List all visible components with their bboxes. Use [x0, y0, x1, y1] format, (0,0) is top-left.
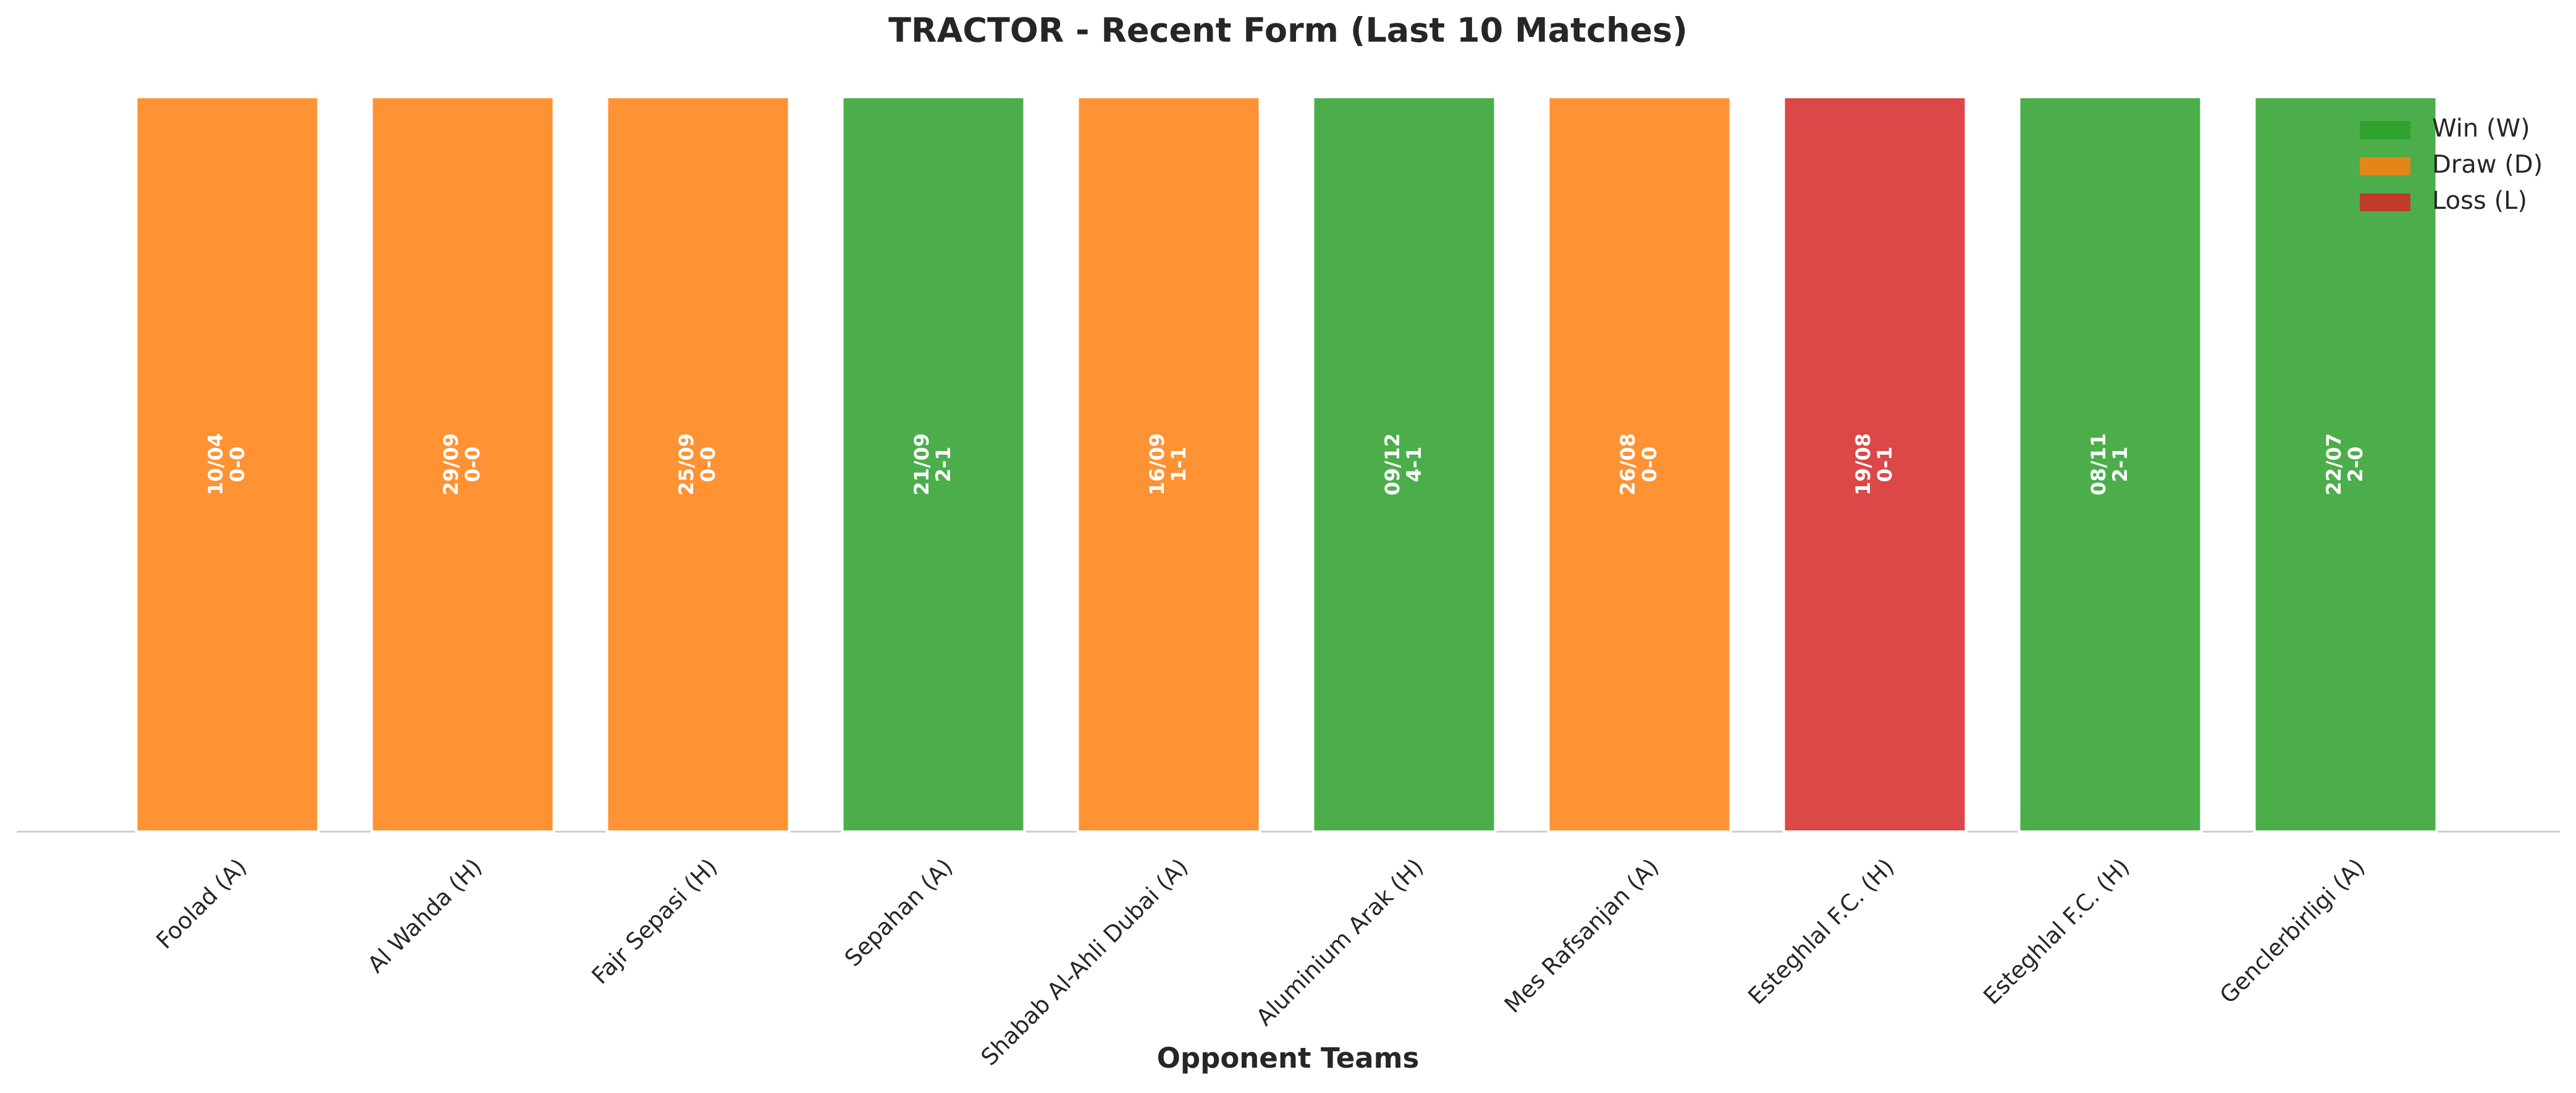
x-tick-label: Sepahan (A) [840, 853, 958, 972]
bar-score-label: 0-0 [225, 447, 249, 483]
bar [370, 96, 555, 833]
legend-label: Win (W) [2432, 114, 2530, 143]
x-tick-label: Genclerbirligi (A) [2215, 853, 2370, 1009]
bar-date-label: 08/11 [2087, 433, 2110, 496]
bar-date-label: 21/09 [910, 433, 933, 496]
bar [1782, 96, 1968, 833]
x-tick-label: Foolad (A) [151, 853, 252, 954]
bar-score-label: 1-1 [1167, 447, 1190, 483]
x-axis-label: Opponent Teams [1157, 1042, 1420, 1074]
legend-swatch [2360, 157, 2410, 175]
bar-score-label: 0-0 [1638, 447, 1661, 483]
legend-swatch [2360, 121, 2410, 139]
bar-date-label: 19/08 [1851, 433, 1875, 496]
legend-swatch [2360, 193, 2410, 211]
bar [605, 96, 791, 833]
bar-date-label: 29/09 [439, 433, 463, 496]
bar [2018, 96, 2203, 833]
bar-score-label: 0-1 [1873, 447, 1896, 483]
bar-score-label: 2-0 [2344, 447, 2367, 483]
bar-score-label: 0-0 [461, 447, 484, 483]
bar [1076, 96, 1261, 833]
x-tick-label: Esteghlal F.C. (H) [1978, 853, 2134, 1010]
bar-date-label: 25/09 [675, 433, 698, 496]
bar-score-label: 4-1 [1402, 447, 1426, 483]
bar-date-label: 16/09 [1145, 433, 1169, 496]
bar-date-label: 10/04 [204, 433, 227, 496]
x-tick-label: Fajr Sepasi (H) [587, 853, 723, 989]
bar-score-label: 0-0 [696, 447, 720, 483]
bar [841, 96, 1026, 833]
bar-score-label: 2-1 [2108, 447, 2132, 483]
legend-label: Draw (D) [2432, 151, 2543, 179]
chart-title: TRACTOR - Recent Form (Last 10 Matches) [888, 11, 1688, 50]
bar-score-label: 2-1 [932, 447, 955, 483]
x-tick-label: Al Wahda (H) [363, 853, 487, 978]
bar-date-label: 22/07 [2322, 433, 2346, 496]
bar [135, 96, 320, 833]
bar [1311, 96, 1497, 833]
x-tick-label: Shabab Al-Ahli Dubai (A) [976, 853, 1193, 1071]
bar-date-label: 26/08 [1616, 433, 1639, 496]
x-tick-label: Mes Rafsanjan (A) [1499, 853, 1664, 1018]
legend-label: Loss (L) [2432, 187, 2527, 215]
x-tick-label: Esteghlal F.C. (H) [1743, 853, 1899, 1010]
x-tick-label: Aluminium Arak (H) [1251, 853, 1428, 1031]
bar [1547, 96, 1732, 833]
bar-date-label: 09/12 [1381, 433, 1404, 496]
bar [2253, 96, 2438, 833]
